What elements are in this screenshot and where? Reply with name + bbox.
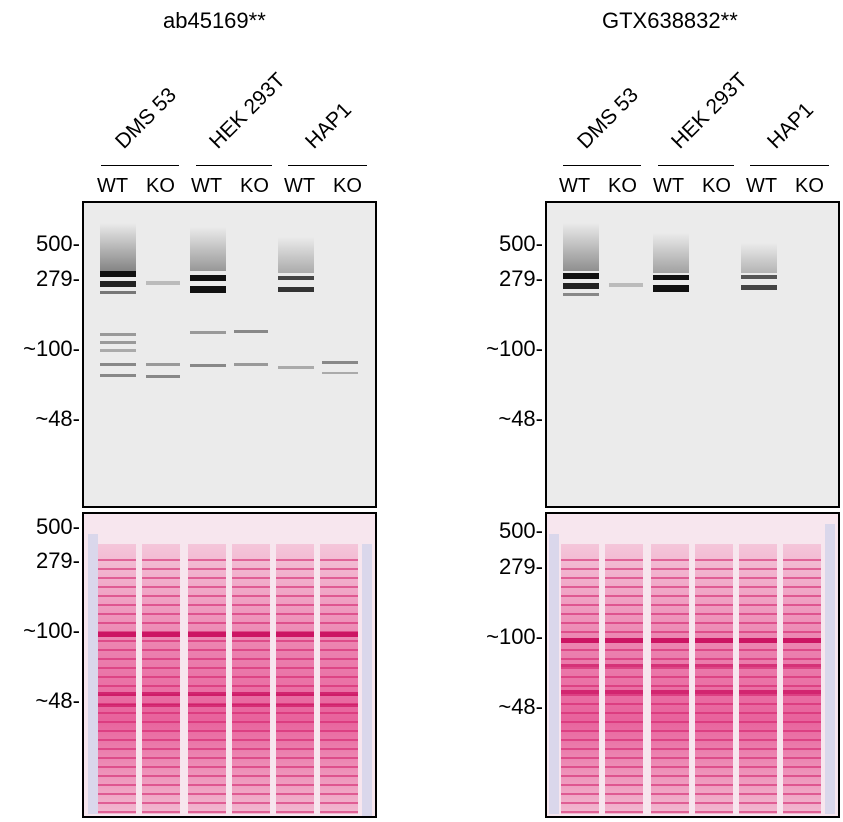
lane-label: WT bbox=[191, 175, 223, 197]
group-label-hap1: HAP1 bbox=[301, 98, 357, 154]
stain-marker-500: 500- bbox=[35, 514, 80, 539]
stain-marker-100: ~100- bbox=[23, 618, 80, 643]
group-label-dms53: DMS 53 bbox=[111, 83, 181, 154]
group-underline bbox=[101, 165, 179, 166]
group-underline bbox=[658, 165, 734, 166]
stain-marker-48: ~48- bbox=[35, 688, 80, 713]
mw-marker-100: ~100- bbox=[23, 336, 80, 361]
mw-marker-48: ~48- bbox=[35, 406, 80, 431]
lane-label: KO bbox=[146, 175, 175, 197]
mw-marker-500: 500- bbox=[35, 231, 80, 256]
ponceau-stain-image bbox=[82, 512, 377, 818]
mw-marker-100: ~100- bbox=[486, 336, 543, 361]
lane-label: KO bbox=[333, 175, 362, 197]
group-label-dms53: DMS 53 bbox=[573, 83, 643, 154]
group-label-hek293t: HEK 293T bbox=[205, 68, 290, 154]
mw-marker-500: 500- bbox=[498, 231, 543, 256]
ponceau-stain-bands bbox=[88, 534, 372, 816]
ponceau-stain-image bbox=[545, 512, 840, 818]
stain-marker-279: 279- bbox=[35, 548, 80, 573]
group-underline bbox=[750, 165, 829, 166]
mw-marker-279: 279- bbox=[498, 266, 543, 291]
group-underline bbox=[563, 165, 641, 166]
lane-label: WT bbox=[284, 175, 316, 197]
lane-label: WT bbox=[653, 175, 685, 197]
group-underline bbox=[196, 165, 272, 166]
lane-label: WT bbox=[559, 175, 591, 197]
western-blot-image bbox=[545, 201, 840, 508]
lane-label: WT bbox=[97, 175, 129, 197]
group-label-hek293t: HEK 293T bbox=[667, 68, 752, 154]
western-blot-image bbox=[82, 201, 377, 508]
mw-marker-48: ~48- bbox=[498, 406, 543, 431]
mw-marker-279: 279- bbox=[35, 266, 80, 291]
stain-marker-279: 279- bbox=[498, 554, 543, 579]
group-underline bbox=[288, 165, 367, 166]
antibody-title: ab45169** bbox=[163, 8, 266, 33]
group-label-hap1: HAP1 bbox=[763, 98, 819, 154]
stain-marker-500: 500- bbox=[498, 518, 543, 543]
western-blot-bands bbox=[563, 223, 777, 296]
western-blot-bands bbox=[100, 223, 358, 378]
lane-label: KO bbox=[240, 175, 269, 197]
lane-label: KO bbox=[702, 175, 731, 197]
lane-label: KO bbox=[608, 175, 637, 197]
antibody-title: GTX638832** bbox=[602, 8, 738, 33]
lane-label: WT bbox=[746, 175, 778, 197]
lane-label: KO bbox=[795, 175, 824, 197]
stain-marker-48: ~48- bbox=[498, 694, 543, 719]
stain-marker-100: ~100- bbox=[486, 624, 543, 649]
ponceau-stain-bands bbox=[549, 524, 835, 814]
